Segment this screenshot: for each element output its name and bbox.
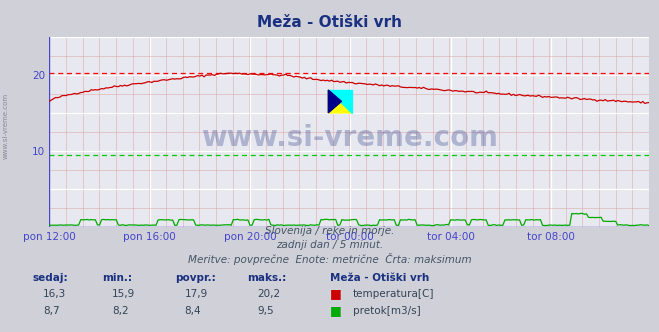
Text: 8,2: 8,2 (112, 306, 129, 316)
Polygon shape (328, 90, 353, 113)
Polygon shape (328, 90, 353, 113)
Text: zadnji dan / 5 minut.: zadnji dan / 5 minut. (276, 240, 383, 250)
Text: 15,9: 15,9 (112, 289, 135, 299)
Text: pretok[m3/s]: pretok[m3/s] (353, 306, 420, 316)
Text: 16,3: 16,3 (43, 289, 66, 299)
Text: 17,9: 17,9 (185, 289, 208, 299)
Text: sedaj:: sedaj: (33, 273, 69, 283)
Text: Meritve: povprečne  Enote: metrične  Črta: maksimum: Meritve: povprečne Enote: metrične Črta:… (188, 253, 471, 265)
Text: www.si-vreme.com: www.si-vreme.com (2, 93, 9, 159)
Text: ■: ■ (330, 287, 341, 300)
Text: povpr.:: povpr.: (175, 273, 215, 283)
Text: Meža - Otiški vrh: Meža - Otiški vrh (257, 15, 402, 30)
Text: 8,7: 8,7 (43, 306, 59, 316)
Text: Meža - Otiški vrh: Meža - Otiški vrh (330, 273, 429, 283)
Text: Slovenija / reke in morje.: Slovenija / reke in morje. (265, 226, 394, 236)
Text: ■: ■ (330, 304, 341, 317)
Text: maks.:: maks.: (247, 273, 287, 283)
Text: temperatura[C]: temperatura[C] (353, 289, 434, 299)
Text: 9,5: 9,5 (257, 306, 273, 316)
Text: www.si-vreme.com: www.si-vreme.com (201, 124, 498, 152)
Text: 20,2: 20,2 (257, 289, 280, 299)
Text: 8,4: 8,4 (185, 306, 201, 316)
Text: min.:: min.: (102, 273, 132, 283)
Polygon shape (328, 90, 341, 113)
